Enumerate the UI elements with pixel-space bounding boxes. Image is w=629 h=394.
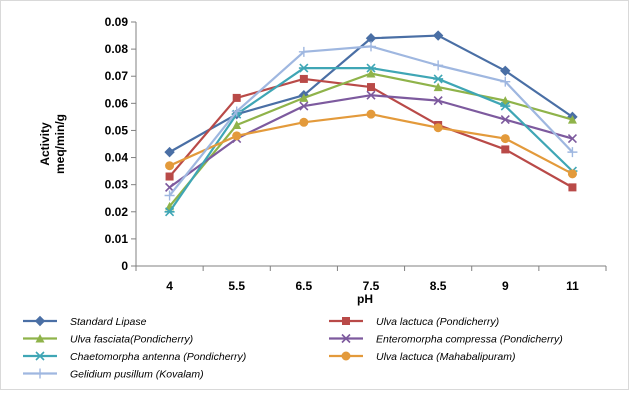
data-point — [367, 83, 375, 92]
data-point — [432, 30, 444, 41]
data-point — [500, 76, 511, 87]
data-point — [433, 82, 443, 92]
data-point — [366, 109, 376, 119]
x-tick-label: 6.5 — [296, 279, 313, 293]
axes: 0 0.01 0.02 0.03 0.04 0.05 0.06 0.07 0.08 0.09 4 5.… — [38, 15, 607, 306]
data-point — [567, 134, 577, 144]
x-tick-label: 7.5 — [363, 279, 380, 293]
data-point — [500, 115, 510, 125]
data-point — [366, 41, 376, 52]
legend-marker — [342, 317, 350, 325]
data-point — [366, 69, 376, 78]
y-axis-title-line: Activity — [38, 122, 52, 166]
legend-label: Ulva fasciata(Pondicherry) — [70, 334, 193, 346]
x-tick-label: 4 — [166, 279, 173, 293]
y-tick-label: 0.01 — [105, 232, 129, 246]
data-point — [232, 120, 242, 130]
data-point — [501, 145, 510, 154]
y-tick-label: 0.04 — [105, 151, 129, 165]
data-point — [567, 169, 577, 179]
data-point — [164, 190, 175, 201]
data-point — [433, 60, 444, 71]
data-point — [299, 101, 309, 111]
data-point — [299, 117, 309, 127]
data-point — [567, 147, 578, 158]
x-axis-title: pH — [357, 292, 373, 306]
legend-item: Ulva lactuca (Pondicherry) — [329, 316, 499, 328]
legend-label: Gelidium pusillum (Kovalam) — [70, 369, 204, 381]
data-point — [165, 161, 175, 171]
y-tick-label: 0 — [121, 259, 128, 273]
data-point — [500, 134, 510, 144]
y-tick-label: 0.03 — [105, 178, 129, 192]
legend-marker — [341, 351, 351, 361]
y-axis-title-line: meq/min/g — [53, 114, 67, 174]
y-axis-title: Activity meq/min/g — [38, 114, 67, 174]
x-tick-label: 8.5 — [430, 279, 447, 293]
legend-marker — [35, 351, 45, 361]
legend-marker — [35, 334, 45, 343]
legend-label: Ulva lactuca (Pondicherry) — [376, 316, 499, 328]
data-point — [433, 74, 444, 84]
legend-marker — [34, 315, 46, 327]
y-tick-label: 0.06 — [105, 96, 129, 110]
y-tick-label: 0.08 — [105, 42, 129, 56]
x-tick-label: 5.5 — [228, 279, 245, 293]
data-point — [165, 182, 175, 192]
y-tick-label: 0.02 — [105, 205, 129, 219]
data-point — [232, 131, 242, 141]
data-point — [567, 115, 577, 124]
data-point — [165, 172, 174, 181]
y-tick-label: 0.07 — [105, 69, 129, 83]
legend-item: Ulva lactuca (Mahabalipuram) — [329, 351, 515, 363]
legend-label: Enteromorpha compressa (Pondicherry) — [376, 334, 563, 346]
legend-marker — [341, 333, 351, 344]
data-point — [568, 183, 577, 192]
data-point — [500, 96, 510, 105]
legend-item: Gelidium pusillum (Kovalam) — [23, 368, 204, 381]
data-point — [500, 65, 511, 77]
x-tick-label: 9 — [502, 279, 509, 293]
data-point — [433, 123, 443, 133]
series-6 — [164, 41, 578, 201]
data-point — [433, 96, 443, 106]
data-point — [298, 63, 309, 73]
data-point — [299, 74, 308, 83]
y-tick-label: 0.09 — [105, 15, 129, 29]
legend-item: Enteromorpha compressa (Pondicherry) — [329, 334, 563, 346]
data-point — [500, 101, 511, 111]
data-point — [366, 63, 376, 73]
data-point — [231, 106, 242, 117]
series-5 — [165, 109, 577, 179]
data-point — [232, 93, 241, 102]
legend-label: Standard Lipase — [70, 316, 147, 328]
legend-marker — [35, 368, 45, 379]
y-tick-label: 0.05 — [105, 123, 129, 137]
data-point — [366, 90, 376, 100]
data-point — [298, 46, 309, 57]
data-point — [299, 93, 309, 102]
data-point — [164, 146, 175, 158]
x-tick-label: 11 — [566, 279, 579, 293]
data-point — [164, 207, 175, 217]
legend: Standard Lipase Ulva lactuca (Pondicherry… — [23, 315, 563, 381]
legend-label: Chaetomorpha antenna (Pondicherry) — [70, 351, 246, 363]
series-group — [164, 30, 578, 217]
legend-item: Ulva fasciata(Pondicherry) — [23, 334, 193, 346]
legend-item: Chaetomorpha antenna (Pondicherry) — [23, 351, 246, 363]
legend-item: Standard Lipase — [23, 315, 147, 328]
legend-label: Ulva lactuca (Mahabalipuram) — [376, 351, 515, 363]
